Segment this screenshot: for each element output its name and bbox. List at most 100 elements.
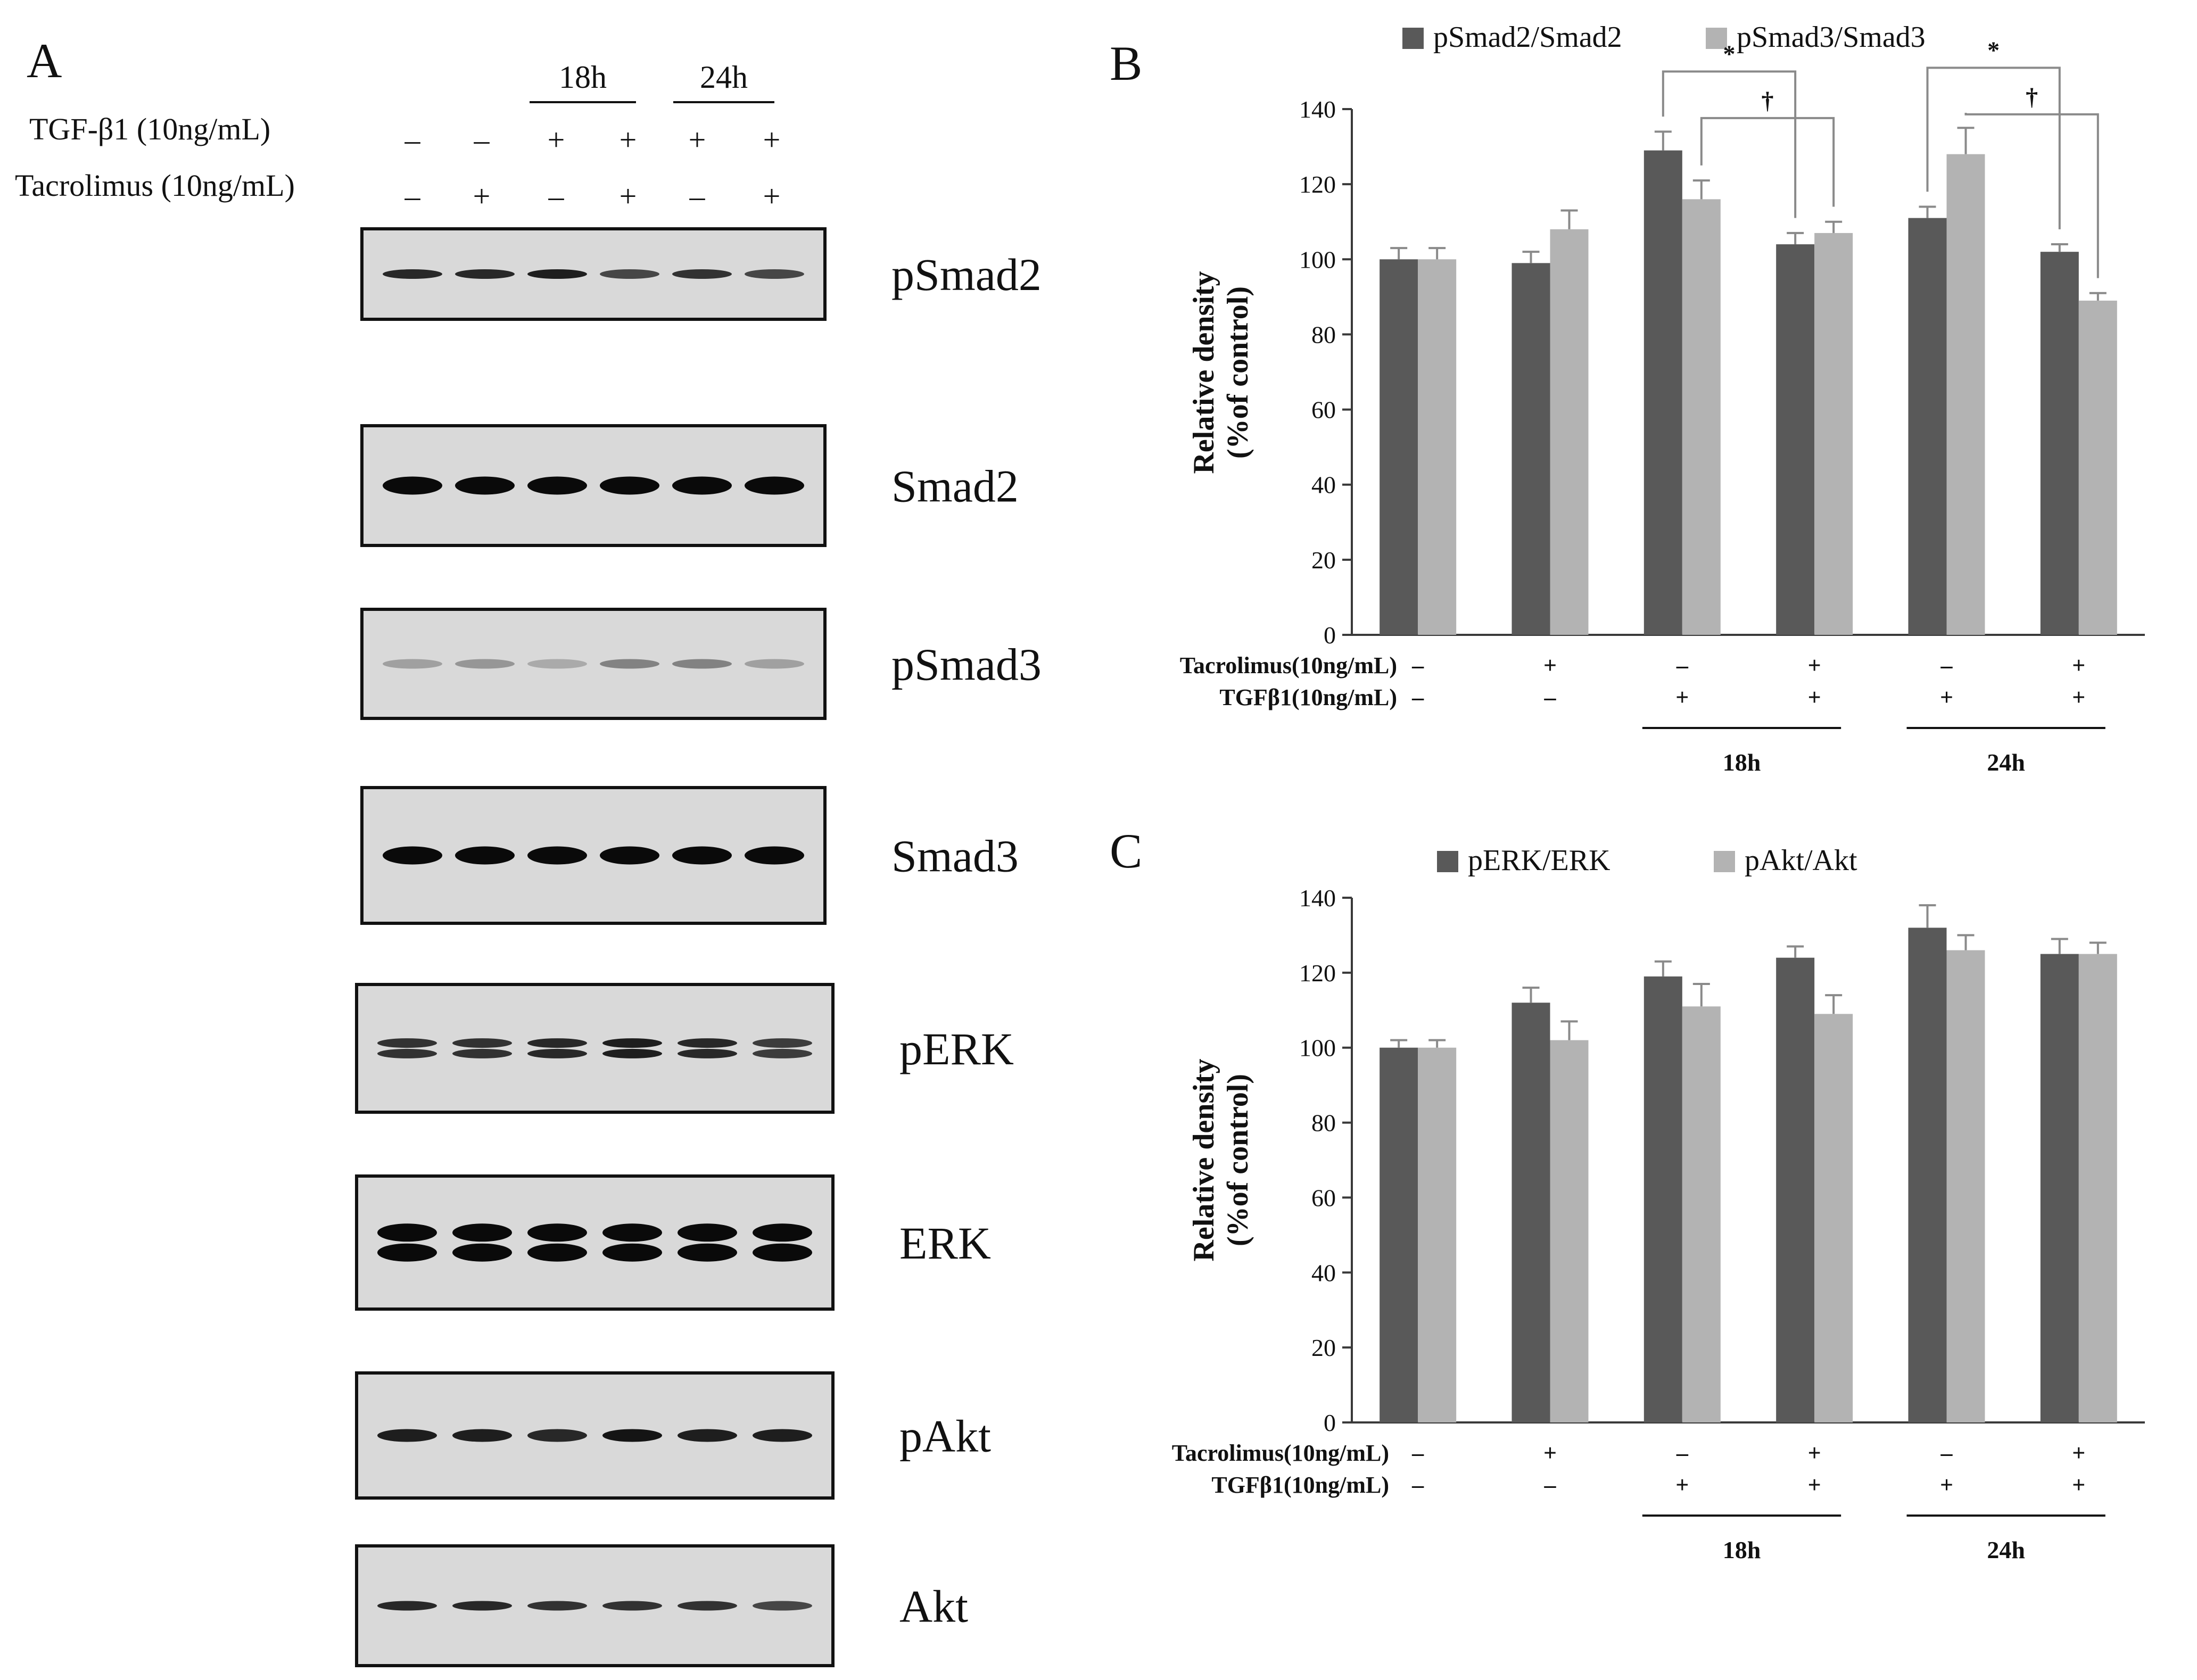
treatment-sign: + bbox=[1675, 1472, 1689, 1498]
blot-label: Smad3 bbox=[891, 831, 1019, 882]
y-tick-label: 140 bbox=[1299, 884, 1336, 912]
treatment-sign: + bbox=[2072, 684, 2085, 710]
treatment-sign: – bbox=[1411, 652, 1424, 678]
blot-band bbox=[672, 476, 732, 495]
y-tick-label: 40 bbox=[1311, 1259, 1336, 1286]
blot-band bbox=[452, 1048, 512, 1058]
significance-bracket bbox=[1700, 117, 1835, 207]
blot-band bbox=[678, 1601, 737, 1611]
treatment-sign: + bbox=[1543, 1440, 1557, 1466]
blot-band bbox=[745, 659, 804, 669]
y-tick-label: 0 bbox=[1324, 622, 1336, 649]
treatment-label: Tacrolimus(10ng/mL) bbox=[1172, 1440, 1389, 1466]
blot-band bbox=[452, 1429, 512, 1442]
treatment-sign: – bbox=[1411, 684, 1424, 710]
blot-band bbox=[678, 1038, 737, 1048]
group-label: 24h bbox=[1987, 1536, 2025, 1563]
blot-band bbox=[602, 1048, 662, 1058]
blot-band bbox=[455, 659, 515, 669]
blot-band bbox=[455, 269, 515, 279]
blot-band bbox=[377, 1601, 437, 1611]
blot-band bbox=[678, 1243, 737, 1262]
treatment-sign: + bbox=[2072, 1440, 2085, 1466]
axes: 0 20 40 60 80 100 120 140 bbox=[1299, 884, 2145, 1436]
y-tick-label: 0 bbox=[1324, 1409, 1336, 1436]
panel-a-time-label: 24h bbox=[700, 60, 748, 95]
treatment-sign: + bbox=[1808, 1472, 1821, 1498]
significance-bracket bbox=[1662, 70, 1797, 218]
blot-band bbox=[602, 1038, 662, 1048]
blot-band bbox=[527, 1601, 587, 1611]
treatment-sign: + bbox=[1808, 1440, 1821, 1466]
bar-perk-erk bbox=[2040, 954, 2079, 1422]
bar-psmad3-smad3 bbox=[2078, 300, 2117, 635]
blot-band bbox=[377, 1048, 437, 1058]
panel-a-label: A bbox=[27, 34, 62, 88]
blot-band bbox=[678, 1429, 737, 1442]
group-brackets: 18h 24h bbox=[1642, 727, 2105, 776]
treatment-sign: + bbox=[1940, 684, 1953, 710]
blot-band bbox=[527, 269, 587, 279]
bar-psmad2-smad2 bbox=[2040, 252, 2079, 635]
treatment-rows: Tacrolimus(10ng/mL) – + – + – +TGFβ1(10ng/mL) –… bbox=[1172, 1440, 2086, 1498]
group-label: 18h bbox=[1723, 1536, 1761, 1563]
y-axis-label: Relative density (%of control) bbox=[1187, 1058, 1254, 1261]
blot-band bbox=[600, 659, 659, 669]
bar-psmad3-smad3 bbox=[1682, 199, 1721, 635]
blot-band bbox=[602, 1223, 662, 1242]
treatment-sign: + bbox=[2072, 1472, 2085, 1498]
bar-pakt-akt bbox=[1550, 1040, 1589, 1422]
panel-a-time-groups: 18h 24h bbox=[530, 60, 774, 103]
bar-psmad2-smad2 bbox=[1380, 259, 1418, 635]
treatment-sign: – bbox=[1411, 1472, 1424, 1498]
y-tick-label: 140 bbox=[1299, 96, 1336, 123]
treatment-sign: – bbox=[1544, 1472, 1557, 1498]
panel-a-sign: – bbox=[474, 122, 490, 157]
blot-band bbox=[452, 1243, 512, 1262]
bar-psmad2-smad2 bbox=[1643, 150, 1682, 635]
y-tick-label: 120 bbox=[1299, 171, 1336, 198]
blot-band bbox=[678, 1223, 737, 1242]
blot-band bbox=[745, 476, 804, 495]
blot-band bbox=[452, 1038, 512, 1048]
treatment-label: Tacrolimus(10ng/mL) bbox=[1180, 652, 1397, 678]
panel-a-sign: – bbox=[689, 179, 706, 213]
treatment-sign: – bbox=[1940, 1440, 1953, 1466]
y-tick-label: 80 bbox=[1311, 1110, 1336, 1137]
bar-pakt-akt bbox=[1418, 1047, 1457, 1422]
panel-a-sign: – bbox=[404, 122, 421, 157]
blot-psmad2: pSmad2 bbox=[360, 227, 1042, 321]
blot-band bbox=[527, 846, 587, 865]
blot-band bbox=[602, 1601, 662, 1611]
y-tick-label: 60 bbox=[1311, 1184, 1336, 1211]
treatment-sign: + bbox=[1940, 1472, 1953, 1498]
bar-pakt-akt bbox=[1946, 950, 1985, 1422]
bar-perk-erk bbox=[1380, 1047, 1418, 1422]
significance-symbol: † bbox=[2026, 83, 2038, 110]
panel-label: C bbox=[1110, 824, 1142, 878]
significance-bracket bbox=[1964, 113, 2099, 278]
blot-band bbox=[753, 1223, 812, 1242]
y-axis-label-line: (%of control) bbox=[1221, 1074, 1254, 1246]
blot-band bbox=[383, 659, 442, 669]
panel-a-sign: + bbox=[689, 122, 706, 157]
blot-band bbox=[672, 269, 732, 279]
panel-a-sign: + bbox=[548, 122, 565, 157]
blot-band bbox=[383, 269, 442, 279]
treatment-sign: + bbox=[1808, 684, 1821, 710]
blot-band bbox=[753, 1048, 812, 1058]
blot-band bbox=[600, 846, 659, 865]
bar-psmad3-smad3 bbox=[1814, 233, 1853, 635]
blot-label: ERK bbox=[899, 1218, 991, 1269]
blot-band bbox=[527, 1038, 587, 1048]
blot-band bbox=[377, 1038, 437, 1048]
blot-band bbox=[452, 1601, 512, 1611]
blot-label: pSmad3 bbox=[891, 639, 1042, 690]
bar-pakt-akt bbox=[1814, 1014, 1853, 1422]
bar-psmad3-smad3 bbox=[1418, 259, 1457, 635]
significance-markers: * † * † bbox=[1662, 36, 2099, 278]
blot-band bbox=[672, 846, 732, 865]
blot-band bbox=[672, 659, 732, 669]
blot-band bbox=[600, 476, 659, 495]
